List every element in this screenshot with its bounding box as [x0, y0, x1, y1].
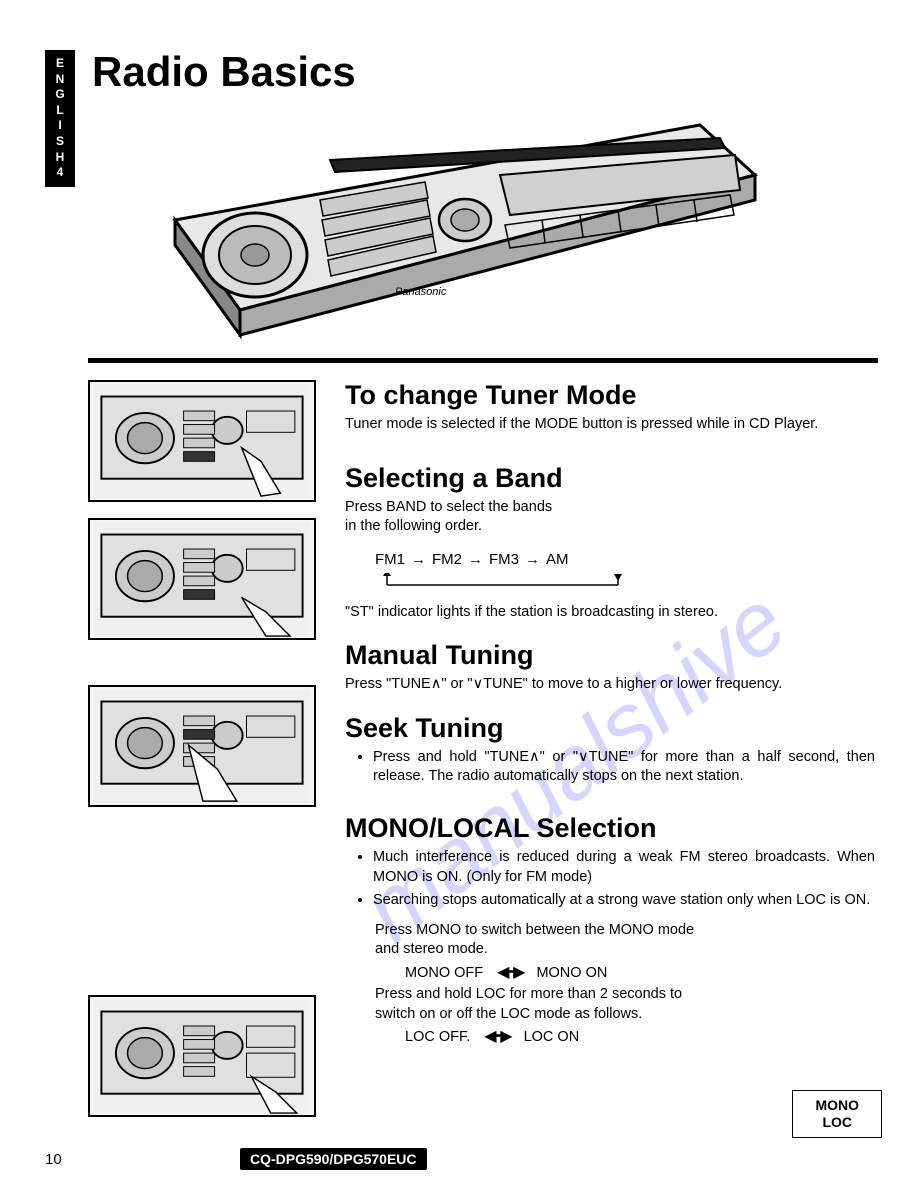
content-column: To change Tuner Mode Tuner mode is selec… [345, 380, 875, 1050]
tab-letter: G [45, 87, 75, 103]
seek-tuning-list: Press and hold "TUNE∧" or "∨TUNE" for mo… [345, 748, 875, 787]
mono-box-line2: LOC [815, 1114, 859, 1131]
thumb-tune-illustration [88, 685, 316, 807]
mono-on-label: MONO ON [536, 965, 607, 981]
heading-seek-tuning: Seek Tuning [345, 713, 875, 744]
band-return-arrow-icon [375, 573, 630, 587]
loc-toggle-row: LOC OFF. ◀━▶ LOC ON [405, 1026, 695, 1048]
section-divider [88, 358, 878, 363]
band-am: AM [546, 551, 569, 568]
mono-local-list: Much interference is reduced during a we… [345, 848, 875, 911]
mono-text-1: Press MONO to switch between the MONO mo… [375, 921, 695, 960]
tab-number: 4 [45, 165, 75, 181]
mono-toggle-row: MONO OFF ◀━▶ MONO ON [405, 962, 695, 984]
loc-on-label: LOC ON [524, 1029, 580, 1045]
tab-letter: S [45, 134, 75, 150]
radio-hero-illustration: Panasonic [140, 100, 790, 350]
double-arrow-icon: ◀━▶ [484, 1026, 509, 1048]
heading-tuner-mode: To change Tuner Mode [345, 380, 875, 411]
heading-manual-tuning: Manual Tuning [345, 640, 875, 671]
model-number-tag: CQ-DPG590/DPG570EUC [240, 1148, 427, 1170]
body-select-band-2: in the following order. [345, 517, 875, 537]
st-indicator-note: "ST" indicator lights if the station is … [345, 603, 875, 623]
tab-letter: H [45, 150, 75, 166]
arrow-right-icon: → [411, 551, 426, 568]
seek-bullet-1: Press and hold "TUNE∧" or "∨TUNE" for mo… [373, 748, 875, 787]
arrow-right-icon: → [468, 551, 483, 568]
band-fm3: FM3 [489, 551, 519, 568]
mono-off-label: MONO OFF [405, 965, 483, 981]
body-tuner-mode: Tuner mode is selected if the MODE butto… [345, 415, 875, 435]
mono-bullet-2: Searching stops automatically at a stron… [373, 891, 875, 911]
loc-text-1: Press and hold LOC for more than 2 secon… [375, 985, 695, 1024]
language-tab: E N G L I S H 4 [45, 50, 75, 187]
mono-loc-display-box: MONO LOC [792, 1090, 882, 1138]
tab-letter: N [45, 72, 75, 88]
page-number: 10 [45, 1151, 62, 1168]
double-arrow-icon: ◀━▶ [497, 962, 522, 984]
mono-instructions: Press MONO to switch between the MONO mo… [375, 921, 695, 1048]
mono-box-line1: MONO [815, 1097, 859, 1114]
band-order-diagram: FM1 → FM2 → FM3 → AM [375, 551, 875, 593]
band-fm2: FM2 [432, 551, 462, 568]
loc-off-label: LOC OFF. [405, 1029, 470, 1045]
thumb-band-illustration [88, 518, 316, 640]
body-select-band-1: Press BAND to select the bands [345, 498, 875, 518]
svg-text:Panasonic: Panasonic [395, 286, 447, 298]
radio-svg-icon: Panasonic [140, 100, 790, 350]
mono-bullet-1: Much interference is reduced during a we… [373, 848, 875, 887]
thumb-mode-illustration [88, 380, 316, 502]
thumb-mono-illustration [88, 995, 316, 1117]
heading-select-band: Selecting a Band [345, 463, 875, 494]
page-title: Radio Basics [92, 48, 356, 96]
tab-letter: E [45, 56, 75, 72]
tab-letter: L [45, 103, 75, 119]
arrow-right-icon: → [525, 551, 540, 568]
tab-letter: I [45, 118, 75, 134]
band-fm1: FM1 [375, 551, 405, 568]
heading-mono-local: MONO/LOCAL Selection [345, 813, 875, 844]
body-manual-tuning: Press "TUNE∧" or "∨TUNE" to move to a hi… [345, 675, 875, 695]
